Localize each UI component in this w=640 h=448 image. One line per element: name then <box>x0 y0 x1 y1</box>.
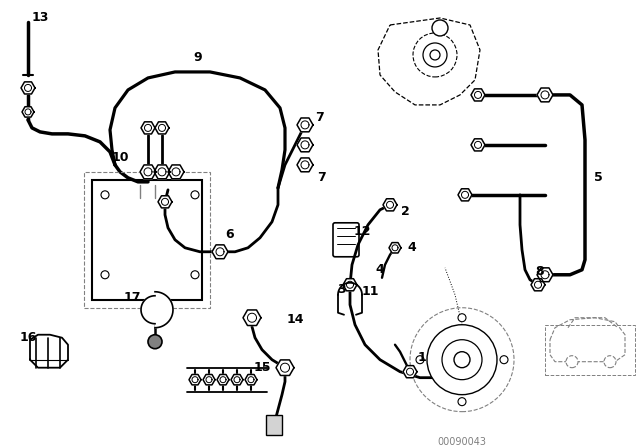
Circle shape <box>458 314 466 322</box>
Polygon shape <box>21 82 35 94</box>
Polygon shape <box>537 268 553 282</box>
Polygon shape <box>141 122 155 134</box>
Circle shape <box>430 50 440 60</box>
Polygon shape <box>189 375 201 385</box>
Text: 4: 4 <box>376 263 385 276</box>
Polygon shape <box>140 165 156 179</box>
Polygon shape <box>155 122 169 134</box>
Text: 17: 17 <box>124 291 141 304</box>
Text: 14: 14 <box>286 313 304 326</box>
Polygon shape <box>297 118 313 132</box>
Text: 7: 7 <box>316 112 324 125</box>
Polygon shape <box>155 292 173 328</box>
Circle shape <box>413 33 457 77</box>
Polygon shape <box>22 107 34 117</box>
Polygon shape <box>531 279 545 291</box>
Circle shape <box>454 352 470 368</box>
Text: 12: 12 <box>353 225 371 238</box>
Bar <box>84 172 210 308</box>
Polygon shape <box>168 165 184 179</box>
Circle shape <box>101 271 109 279</box>
Polygon shape <box>471 139 485 151</box>
Bar <box>92 180 202 300</box>
Circle shape <box>566 356 578 368</box>
Polygon shape <box>245 375 257 385</box>
Polygon shape <box>403 366 417 378</box>
Text: 5: 5 <box>594 171 602 184</box>
Text: 10: 10 <box>111 151 129 164</box>
Polygon shape <box>297 158 313 172</box>
Polygon shape <box>141 296 155 324</box>
Circle shape <box>458 398 466 405</box>
Polygon shape <box>212 245 228 258</box>
Text: 6: 6 <box>226 228 234 241</box>
Text: 15: 15 <box>253 361 271 374</box>
Polygon shape <box>471 89 485 101</box>
Polygon shape <box>217 375 229 385</box>
Polygon shape <box>297 138 313 152</box>
Circle shape <box>410 308 514 412</box>
Text: 4: 4 <box>408 241 417 254</box>
Text: 8: 8 <box>536 265 544 278</box>
Text: 11: 11 <box>361 285 379 298</box>
Polygon shape <box>231 375 243 385</box>
Circle shape <box>423 43 447 67</box>
Polygon shape <box>203 375 215 385</box>
Text: 1: 1 <box>418 351 426 364</box>
Circle shape <box>191 271 199 279</box>
Polygon shape <box>458 189 472 201</box>
Circle shape <box>442 340 482 379</box>
Polygon shape <box>389 243 401 253</box>
Circle shape <box>604 356 616 368</box>
Circle shape <box>432 20 448 36</box>
Circle shape <box>101 191 109 199</box>
Polygon shape <box>276 360 294 375</box>
Polygon shape <box>343 279 357 291</box>
Polygon shape <box>243 310 261 326</box>
Bar <box>266 415 282 435</box>
Text: 3: 3 <box>338 283 346 296</box>
Text: 7: 7 <box>317 171 326 184</box>
Circle shape <box>500 356 508 364</box>
Text: 00090043: 00090043 <box>438 437 486 447</box>
Text: 13: 13 <box>31 12 49 25</box>
Text: 16: 16 <box>19 331 36 344</box>
Polygon shape <box>154 165 170 179</box>
Bar <box>545 325 635 375</box>
Circle shape <box>191 191 199 199</box>
Circle shape <box>416 356 424 364</box>
Text: 9: 9 <box>194 52 202 65</box>
Polygon shape <box>383 199 397 211</box>
Polygon shape <box>537 88 553 102</box>
Circle shape <box>148 335 162 349</box>
Polygon shape <box>158 196 172 208</box>
Text: 2: 2 <box>401 205 410 218</box>
Circle shape <box>427 325 497 395</box>
